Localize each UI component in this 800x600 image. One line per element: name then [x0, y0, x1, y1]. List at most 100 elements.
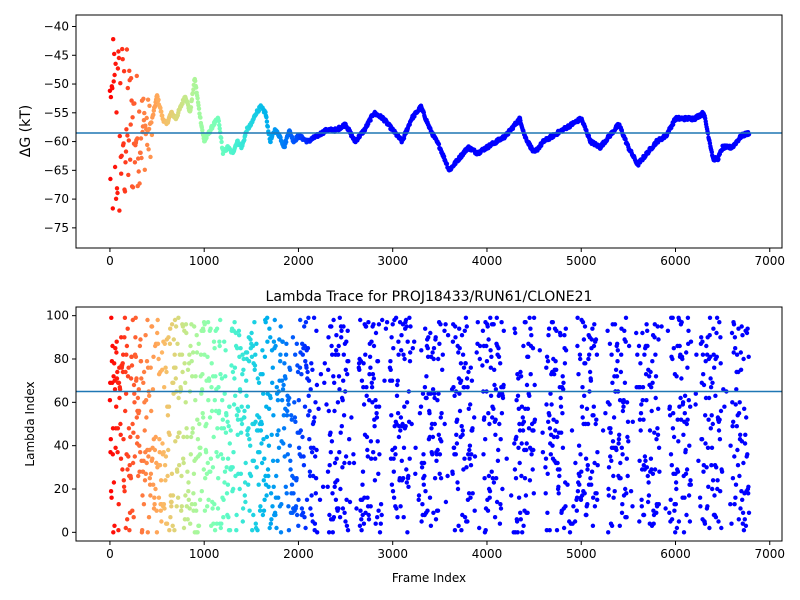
lambda-plot: 0 1000 2000 3000 4000 5000 6000 7000 0204060801…: [23, 289, 785, 585]
lambda-point: [485, 324, 490, 329]
lambda-point: [147, 476, 152, 481]
lambda-point: [686, 493, 692, 498]
lambda-point: [436, 391, 441, 396]
lambda-point: [520, 428, 526, 433]
lambda-point: [340, 465, 345, 470]
lambda-point: [626, 439, 631, 444]
lambda-point: [399, 333, 404, 338]
lambda-point: [304, 497, 310, 502]
lambda-point: [144, 460, 149, 466]
lambda-point: [617, 432, 622, 437]
lambda-point: [616, 441, 621, 446]
lambda-point: [575, 315, 580, 320]
lambda-point: [445, 473, 450, 479]
lambda-point: [314, 447, 319, 453]
lambda-point: [187, 506, 192, 511]
lambda-point: [287, 367, 293, 372]
lambda-point: [431, 356, 436, 362]
lambda-point: [342, 510, 347, 515]
lambda-point: [128, 434, 133, 440]
lambda-point: [361, 385, 366, 390]
lambda-point: [707, 333, 712, 338]
lambda-point: [199, 489, 204, 494]
lambda-point: [730, 400, 735, 405]
lambda-point: [427, 411, 432, 416]
lambda-point: [455, 480, 460, 485]
lambda-point: [118, 421, 123, 427]
lambda-point: [452, 528, 458, 533]
lambda-point: [612, 322, 618, 327]
dg-point: [120, 57, 125, 62]
lambda-point: [670, 426, 676, 431]
lambda-point: [674, 486, 679, 492]
lambda-point: [653, 395, 658, 401]
y-tick-label: −45: [44, 48, 69, 62]
lambda-point: [577, 473, 582, 479]
lambda-point: [166, 447, 171, 453]
lambda-point: [373, 330, 379, 336]
lambda-point: [376, 322, 382, 327]
lambda-point: [455, 486, 461, 492]
lambda-point: [131, 430, 136, 435]
lambda-point: [653, 352, 658, 357]
lambda-point: [281, 382, 286, 388]
lambda-point: [317, 497, 323, 502]
lambda-point: [482, 476, 487, 481]
lambda-point: [335, 400, 341, 405]
lambda-point: [453, 335, 458, 340]
lambda-point: [483, 528, 488, 533]
lambda-point: [376, 404, 382, 409]
lambda-point: [136, 473, 141, 479]
lambda-point: [214, 326, 220, 331]
lambda-point: [336, 343, 341, 349]
lambda-point: [554, 367, 559, 372]
lambda-point: [225, 482, 231, 487]
lambda-point: [213, 374, 218, 379]
lambda-point: [162, 506, 167, 511]
lambda-point: [428, 391, 433, 396]
lambda-point: [435, 508, 441, 513]
lambda-point: [639, 497, 644, 502]
lambda-point: [130, 421, 135, 427]
lambda-point: [440, 352, 445, 357]
lambda-point: [625, 419, 631, 424]
lambda-point: [679, 376, 684, 381]
lambda-point: [117, 387, 123, 392]
lambda-point: [225, 419, 230, 424]
lambda-point: [318, 372, 324, 377]
lambda-point: [528, 372, 533, 377]
dg-point: [113, 61, 118, 66]
lambda-point: [354, 506, 359, 511]
lambda-point: [169, 322, 175, 327]
lambda-point: [578, 452, 583, 457]
lambda-point: [589, 469, 595, 474]
lambda-point: [258, 428, 264, 433]
lambda-point: [320, 484, 326, 489]
lambda-point: [199, 391, 204, 396]
lambda-point: [573, 460, 578, 466]
lambda-point: [245, 404, 251, 409]
lambda-point: [527, 315, 532, 320]
lambda-x-ticks: 0 1000 2000 3000 4000 5000 6000 7000: [106, 541, 785, 561]
lambda-point: [741, 356, 746, 362]
lambda-point: [289, 482, 295, 487]
dg-point: [217, 126, 222, 131]
dg-point: [112, 72, 117, 78]
lambda-points: [107, 315, 752, 535]
lambda-point: [592, 504, 598, 509]
dg-point: [114, 186, 120, 191]
lambda-point: [253, 521, 258, 526]
lambda-point: [675, 417, 680, 422]
lambda-point: [739, 324, 744, 329]
lambda-point: [703, 359, 708, 364]
lambda-point: [119, 335, 124, 340]
lambda-point: [188, 434, 194, 440]
lambda-point: [494, 499, 500, 505]
lambda-point: [279, 502, 284, 507]
lambda-point: [714, 315, 720, 320]
lambda-point: [440, 367, 445, 372]
lambda-point: [674, 525, 680, 531]
lambda-point: [329, 324, 334, 329]
lambda-point: [331, 374, 336, 379]
lambda-point: [433, 517, 439, 522]
